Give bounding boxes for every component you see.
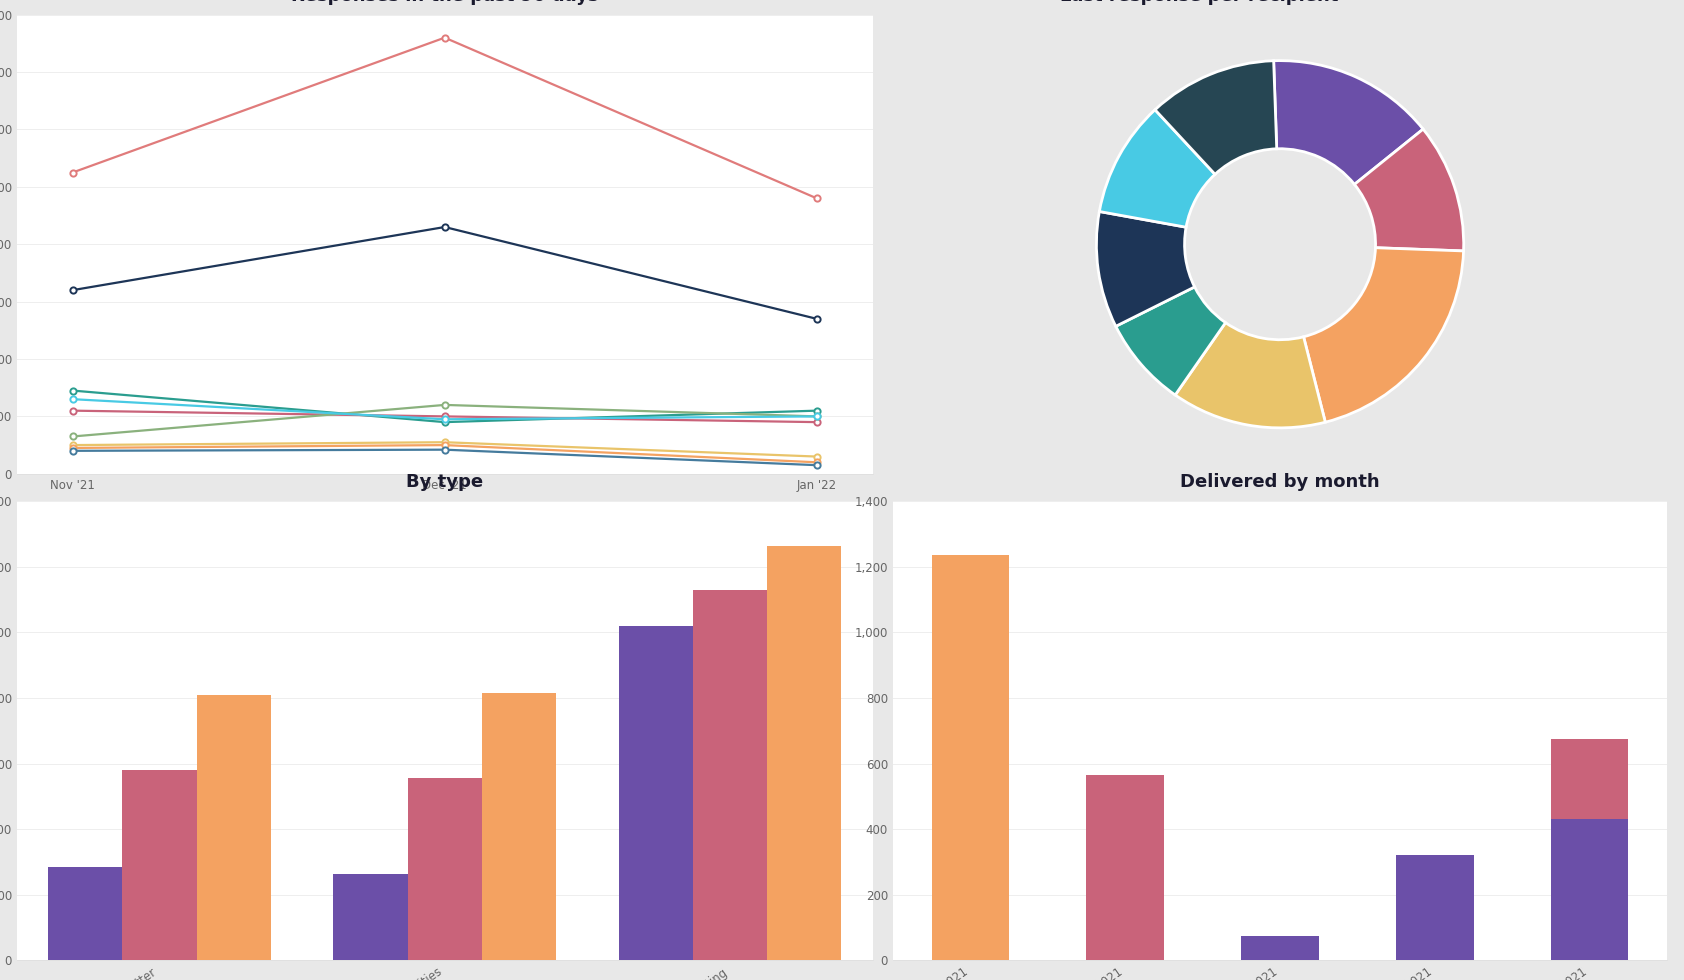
- Bar: [197, 695, 271, 960]
- Bar: [692, 590, 766, 960]
- Wedge shape: [1155, 61, 1276, 174]
- Bar: [1551, 739, 1628, 819]
- Bar: [1086, 775, 1164, 960]
- Wedge shape: [1116, 287, 1226, 395]
- Text: Last response per recipient: Last response per recipient: [1059, 0, 1339, 5]
- Bar: [931, 556, 1009, 960]
- Bar: [766, 546, 842, 960]
- Wedge shape: [1096, 212, 1194, 326]
- Wedge shape: [1175, 322, 1325, 428]
- Bar: [482, 693, 556, 960]
- Wedge shape: [1354, 129, 1463, 251]
- Wedge shape: [1100, 110, 1216, 227]
- Bar: [123, 770, 197, 960]
- Bar: [1551, 819, 1628, 960]
- Title: By type: By type: [406, 473, 483, 491]
- Title: Delivered by month: Delivered by month: [1180, 473, 1379, 491]
- Bar: [49, 867, 123, 960]
- Wedge shape: [1273, 61, 1423, 184]
- Bar: [1241, 936, 1319, 960]
- Wedge shape: [1303, 248, 1463, 422]
- Legend: Bounce, Click, Deferred, Delivered, Dropped, Open, Queued, Spam Report, Unsubscr: Bounce, Click, Deferred, Delivered, Drop…: [133, 515, 756, 533]
- Bar: [1396, 856, 1474, 960]
- Bar: [618, 626, 692, 960]
- Legend: Click, Dropped, Delivered, Open, Spam Report, Deferred, Bounce, Unsubscribe: Click, Dropped, Delivered, Open, Spam Re…: [1032, 583, 1352, 615]
- Bar: [408, 778, 482, 960]
- Title: Responses in the past 90 days: Responses in the past 90 days: [291, 0, 598, 5]
- Bar: [333, 873, 408, 960]
